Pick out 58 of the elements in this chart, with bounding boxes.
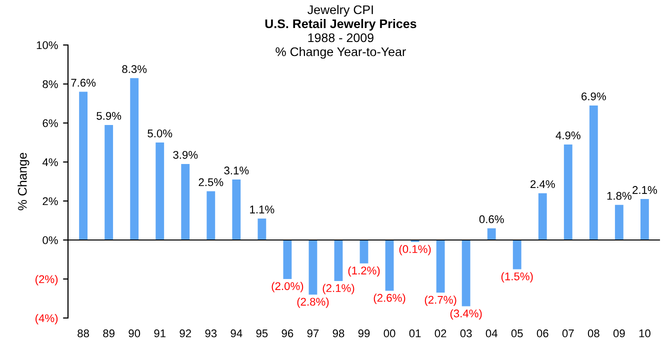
data-label: 0.6% (479, 215, 504, 224)
data-label: (2.1%) (322, 284, 354, 294)
data-label: (2.0%) (272, 282, 304, 292)
data-label: (1.5%) (501, 272, 533, 283)
data-label: 1.8% (607, 192, 632, 200)
chart-subtitle: 1988 - 2009 % Change Year-to-Year (276, 33, 406, 59)
y-tick-label: 8% (42, 80, 58, 88)
x-tick-label: 96 (282, 329, 294, 338)
y-tick-label: 4% (42, 158, 58, 166)
x-tick-label: 04 (486, 329, 498, 338)
y-tick-label: 6% (42, 119, 58, 128)
data-label: (3.4%) (450, 309, 482, 320)
chart-title: U.S. Retail Jewelry Prices (265, 19, 416, 31)
data-label: (2.8%) (297, 298, 329, 308)
x-tick-label: 95 (256, 329, 268, 338)
x-tick-label: 06 (536, 329, 548, 338)
data-label: 8.3% (122, 65, 147, 74)
data-label: 6.9% (582, 92, 606, 100)
x-tick-label: 89 (103, 329, 114, 338)
data-label: (2.7%) (424, 296, 456, 306)
y-tick-label: 0% (42, 236, 58, 244)
data-label: 5.0% (148, 130, 172, 138)
data-label: 4.9% (556, 131, 580, 140)
y-tick-label: (4%) (36, 314, 58, 324)
x-tick-label: 88 (78, 329, 90, 338)
x-tick-label: 01 (409, 329, 421, 338)
x-tick-label: 10 (639, 329, 650, 338)
data-label: 2.1% (632, 186, 657, 194)
data-label: 1.1% (250, 206, 274, 214)
data-label: 2.5% (198, 178, 224, 186)
x-tick-label: 09 (613, 329, 625, 338)
data-label: 3.9% (173, 150, 198, 159)
x-tick-label: 00 (384, 329, 396, 338)
x-tick-label: 91 (154, 329, 166, 338)
x-tick-label: 97 (307, 329, 319, 338)
data-label: (0.1%) (399, 244, 431, 256)
y-tick-label: 2% (42, 197, 58, 206)
y-tick-label: 10% (36, 41, 58, 50)
x-tick-label: 05 (511, 329, 523, 338)
x-tick-label: 99 (358, 329, 370, 338)
x-tick-label: 03 (460, 329, 472, 338)
y-tick-label: (2%) (36, 274, 58, 286)
x-tick-label: 93 (205, 329, 217, 338)
x-tick-label: 98 (332, 329, 344, 338)
x-tick-label: 02 (434, 329, 446, 338)
x-tick-label: 90 (128, 329, 140, 338)
data-label: 3.1% (224, 166, 249, 174)
x-tick-label: 92 (180, 329, 191, 338)
data-label: (2.6%) (374, 294, 406, 304)
y-axis-title: % Change (18, 152, 30, 210)
text: Jewelry CPI (308, 5, 373, 17)
x-tick-label: 08 (588, 329, 600, 338)
x-tick-label: 94 (230, 329, 242, 338)
data-label: 2.4% (530, 180, 555, 188)
data-label: 5.9% (96, 112, 122, 120)
data-label: 7.6% (71, 78, 96, 87)
data-label: (1.2%) (348, 266, 380, 277)
x-tick-label: 07 (562, 329, 574, 338)
